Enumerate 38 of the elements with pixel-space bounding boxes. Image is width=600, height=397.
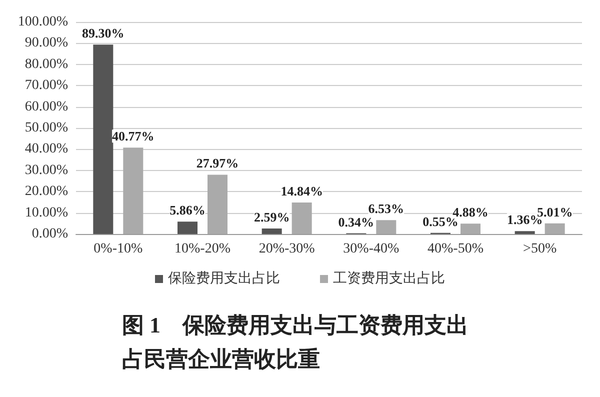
x-tick-label: 40%-50%	[428, 242, 484, 256]
text: 图 1 保险费用支出与工资费用支出占民营企业营收比重	[122, 312, 468, 372]
bar	[292, 202, 312, 234]
y-tick-label: 90.00%	[24, 36, 68, 51]
bar	[460, 224, 480, 234]
y-tick-label: 30.00%	[24, 162, 68, 178]
x-tick-label: 20%-30%	[258, 242, 316, 256]
y-tick-label: 20.00%	[24, 184, 68, 200]
x-tick-label: >50%	[523, 242, 557, 256]
y-tick-label: 80.00%	[24, 56, 68, 72]
y-tick-label: 0.00%	[32, 226, 68, 242]
legend-label: 工资费用支出占比	[333, 270, 445, 286]
data-label: 14.84%	[280, 184, 323, 199]
data-label: 6.53%	[368, 201, 404, 216]
bar	[178, 222, 198, 234]
data-label: 27.97%	[196, 156, 239, 171]
bar	[208, 174, 228, 234]
data-label: 40.77%	[112, 128, 154, 144]
bar	[93, 44, 114, 234]
data-label: 2.59%	[254, 210, 290, 225]
data-label: 5.86%	[170, 202, 206, 218]
legend-label: 保险费用支出占比	[168, 270, 280, 286]
bar	[262, 228, 282, 234]
y-tick-label: 50.00%	[24, 120, 68, 136]
bar	[376, 220, 396, 234]
y-tick-label: 70.00%	[24, 78, 68, 94]
y-tick-label: 100.00%	[18, 14, 68, 30]
bar	[514, 231, 535, 234]
data-label: 89.30%	[82, 26, 124, 41]
x-tick-label: 0%-10%	[94, 242, 143, 256]
data-label: 0.34%	[338, 214, 374, 230]
y-tick-label: 60.00%	[24, 99, 68, 114]
bar	[123, 148, 144, 234]
x-tick-label: 30%-40%	[343, 242, 400, 256]
y-tick-label: 10.00%	[24, 205, 68, 220]
x-tick-label: 10%-20%	[174, 242, 231, 256]
bar	[544, 223, 565, 234]
y-tick-label: 40.00%	[24, 142, 68, 157]
